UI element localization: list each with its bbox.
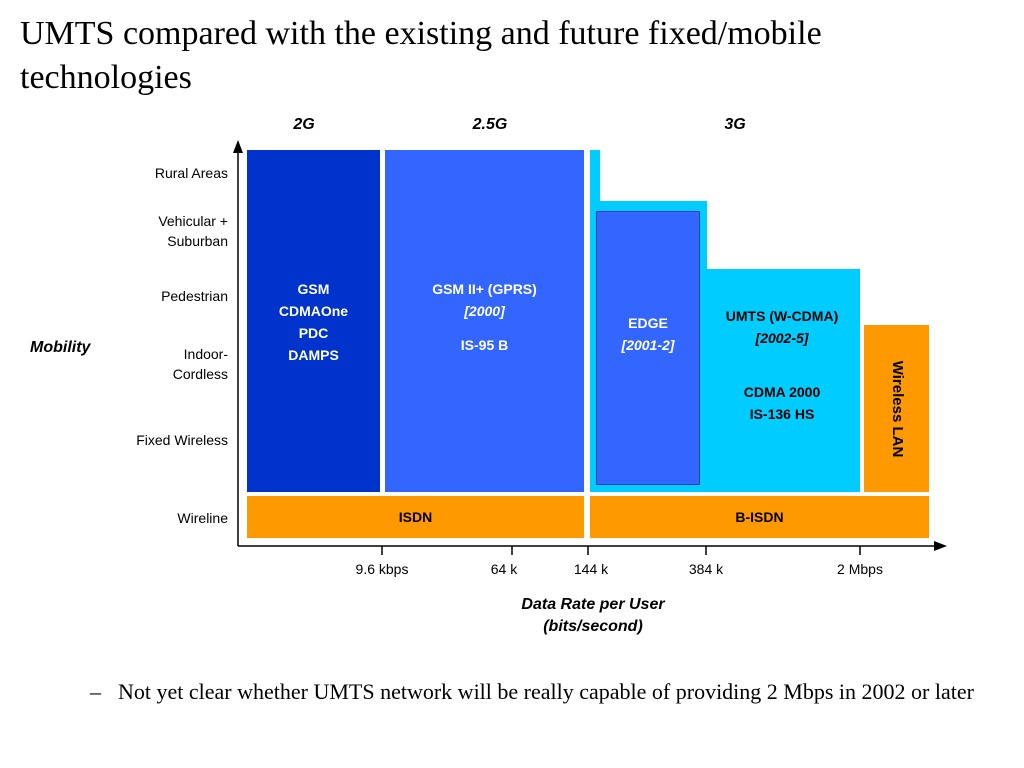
cdma2000-label: CDMA 2000 — [743, 384, 821, 400]
bullet-dash: – — [90, 679, 101, 704]
y-axis — [233, 140, 243, 546]
x-tick-384k: 384 k — [688, 561, 724, 577]
block-gprs-2-5g: GSM II+ (GPRS) [2000] IS-95 B — [385, 150, 584, 492]
x-tick-9-6kbps: 9.6 kbps — [355, 561, 409, 577]
generation-label-2-5g: 2.5G — [472, 116, 508, 133]
block-gsm-2g: GSM CDMAOne PDC DAMPS — [247, 150, 380, 492]
generation-label-2g: 2G — [293, 116, 315, 133]
umts-name: UMTS (W-CDMA) — [725, 308, 839, 324]
block-edge: EDGE [2001-2] — [596, 211, 700, 485]
x-tick-64k: 64 k — [490, 561, 518, 577]
block-wireless-lan: Wireless LAN — [864, 325, 929, 492]
pdc-label: PDC — [298, 325, 329, 341]
bullet-text: Not yet clear whether UMTS network will … — [118, 679, 974, 704]
page-title: UMTS compared with the existing and futu… — [20, 15, 822, 96]
mobility-pedestrian: Pedestrian — [161, 288, 228, 304]
x-ticks — [381, 546, 861, 555]
y-axis-label: Mobility — [30, 339, 91, 356]
edge-name: EDGE — [628, 315, 668, 331]
block-umts: UMTS (W-CDMA) [2002-5] CDMA 2000 IS-136 … — [704, 305, 860, 455]
generation-label-3g: 3G — [724, 116, 746, 133]
damps-label: DAMPS — [288, 347, 339, 363]
x-axis-label: Data Rate per User (bits/second) — [521, 596, 665, 635]
x-axis — [238, 541, 947, 551]
x-tick-144k: 144 k — [573, 561, 609, 577]
block-isdn: ISDN — [247, 496, 584, 538]
umts-year: [2002-5] — [755, 330, 809, 346]
mobility-indoor-cordless: Indoor-Cordless — [172, 346, 228, 382]
mobility-rural-areas: Rural Areas — [154, 165, 228, 181]
mobility-vehicular-suburban: Vehicular + Suburban — [158, 213, 228, 249]
gprs-name: GSM II+ (GPRS) — [432, 281, 537, 297]
mobility-fixed-wireless: Fixed Wireless — [136, 432, 228, 448]
wireless-lan-label: Wireless LAN — [888, 360, 906, 457]
block-b-isdn: B-ISDN — [590, 496, 929, 538]
gsm-label: GSM — [297, 281, 330, 297]
mobility-wireline: Wireline — [177, 510, 228, 526]
edge-year: [2001-2] — [621, 337, 675, 353]
cdmaone-label: CDMAOne — [278, 303, 349, 319]
is136hs-label: IS-136 HS — [749, 406, 815, 422]
gprs-year: [2000] — [464, 303, 505, 319]
x-tick-2mbps: 2 Mbps — [837, 561, 883, 577]
is95b-label: IS-95 B — [460, 337, 509, 353]
